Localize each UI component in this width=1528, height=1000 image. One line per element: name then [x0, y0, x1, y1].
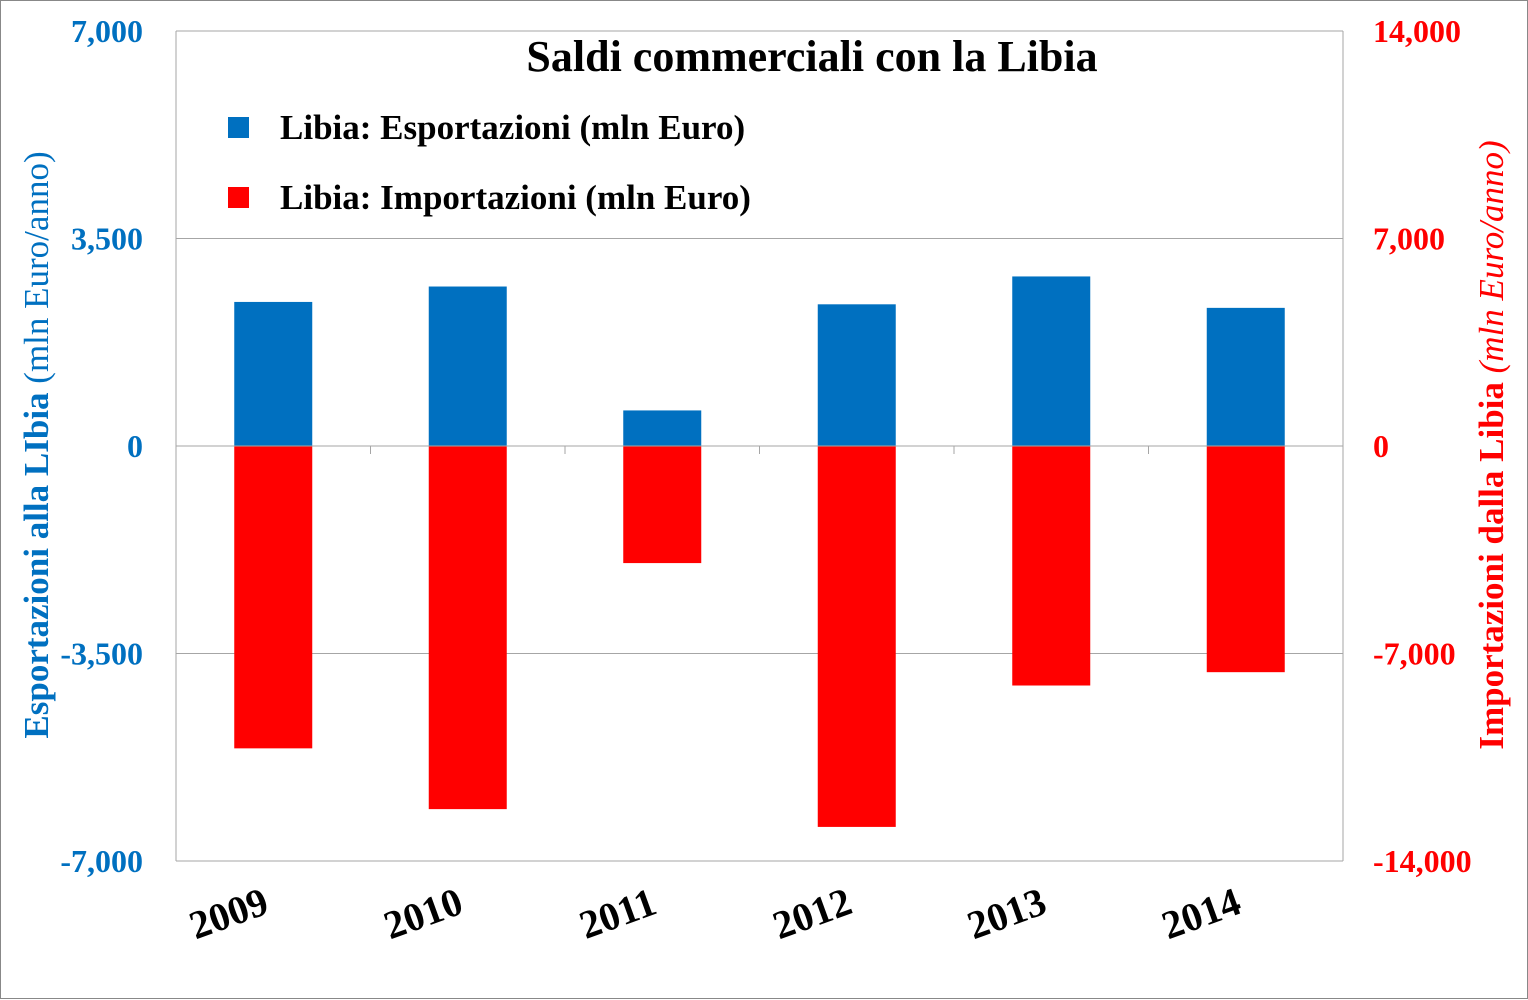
- x-category-label: 2011: [573, 879, 661, 948]
- legend: Libia: Esportazioni (mln Euro) Libia: Im…: [228, 108, 751, 217]
- y-right-tick-label: 7,000: [1373, 221, 1445, 257]
- y-right-tick-label: -14,000: [1373, 843, 1472, 879]
- y-axis-left-label: Esportazioni alla LIbia (mln Euro/anno): [17, 151, 56, 738]
- axes-group: [175, 31, 1344, 861]
- y-left-tick-label: -7,000: [60, 843, 143, 879]
- y-axis-right-label: Importazioni dalla Libia (mln Euro/anno): [1472, 140, 1511, 749]
- legend-swatch-exports: [228, 117, 249, 138]
- y-axis-left-label-main: Esportazioni alla LIbia: [17, 384, 56, 739]
- x-category-label: 2014: [1156, 878, 1247, 948]
- x-category-label: 2009: [183, 878, 274, 948]
- bar-imports-2011: [623, 446, 702, 564]
- right-tick-labels: 14,000 7,000 0 -7,000 -14,000: [1373, 13, 1472, 879]
- y-axis-left-label-unit: (mln Euro/anno): [17, 151, 56, 383]
- x-category-label: 2013: [961, 878, 1052, 948]
- bar-exports-2010: [428, 286, 507, 446]
- bar-imports-2012: [817, 446, 896, 827]
- bars-group: [234, 276, 1285, 827]
- y-left-tick-label: -3,500: [60, 636, 143, 672]
- y-left-tick-label: 3,500: [71, 221, 143, 257]
- bar-imports-2013: [1012, 446, 1091, 686]
- left-tick-labels: 7,000 3,500 0 -3,500 -7,000: [60, 13, 143, 879]
- bar-exports-2012: [817, 304, 896, 446]
- y-left-tick-label: 7,000: [71, 13, 143, 49]
- bar-exports-2013: [1012, 276, 1091, 446]
- bar-imports-2010: [428, 446, 507, 810]
- y-right-tick-label: 14,000: [1373, 13, 1461, 49]
- y-axis-right-label-unit: (mln Euro/anno): [1472, 140, 1511, 373]
- legend-label-imports: Libia: Importazioni (mln Euro): [280, 178, 751, 217]
- bar-imports-2014: [1206, 446, 1285, 673]
- x-category-label: 2010: [378, 878, 469, 948]
- y-right-tick-label: 0: [1373, 428, 1389, 464]
- legend-label-exports: Libia: Esportazioni (mln Euro): [280, 108, 745, 147]
- bar-exports-2011: [623, 410, 702, 446]
- category-labels: 2009 2010 2011 2012 2013 2014: [183, 878, 1246, 948]
- bar-imports-2009: [234, 446, 313, 749]
- bar-exports-2014: [1206, 307, 1285, 446]
- x-category-label: 2012: [767, 878, 858, 948]
- chart-title: Saldi commerciali con la Libia: [526, 32, 1097, 81]
- y-axis-right-label-main: Importazioni dalla Libia: [1472, 373, 1511, 749]
- bar-exports-2009: [234, 301, 313, 446]
- legend-swatch-imports: [228, 187, 249, 208]
- y-left-tick-label: 0: [127, 428, 143, 464]
- y-right-tick-label: -7,000: [1373, 636, 1456, 672]
